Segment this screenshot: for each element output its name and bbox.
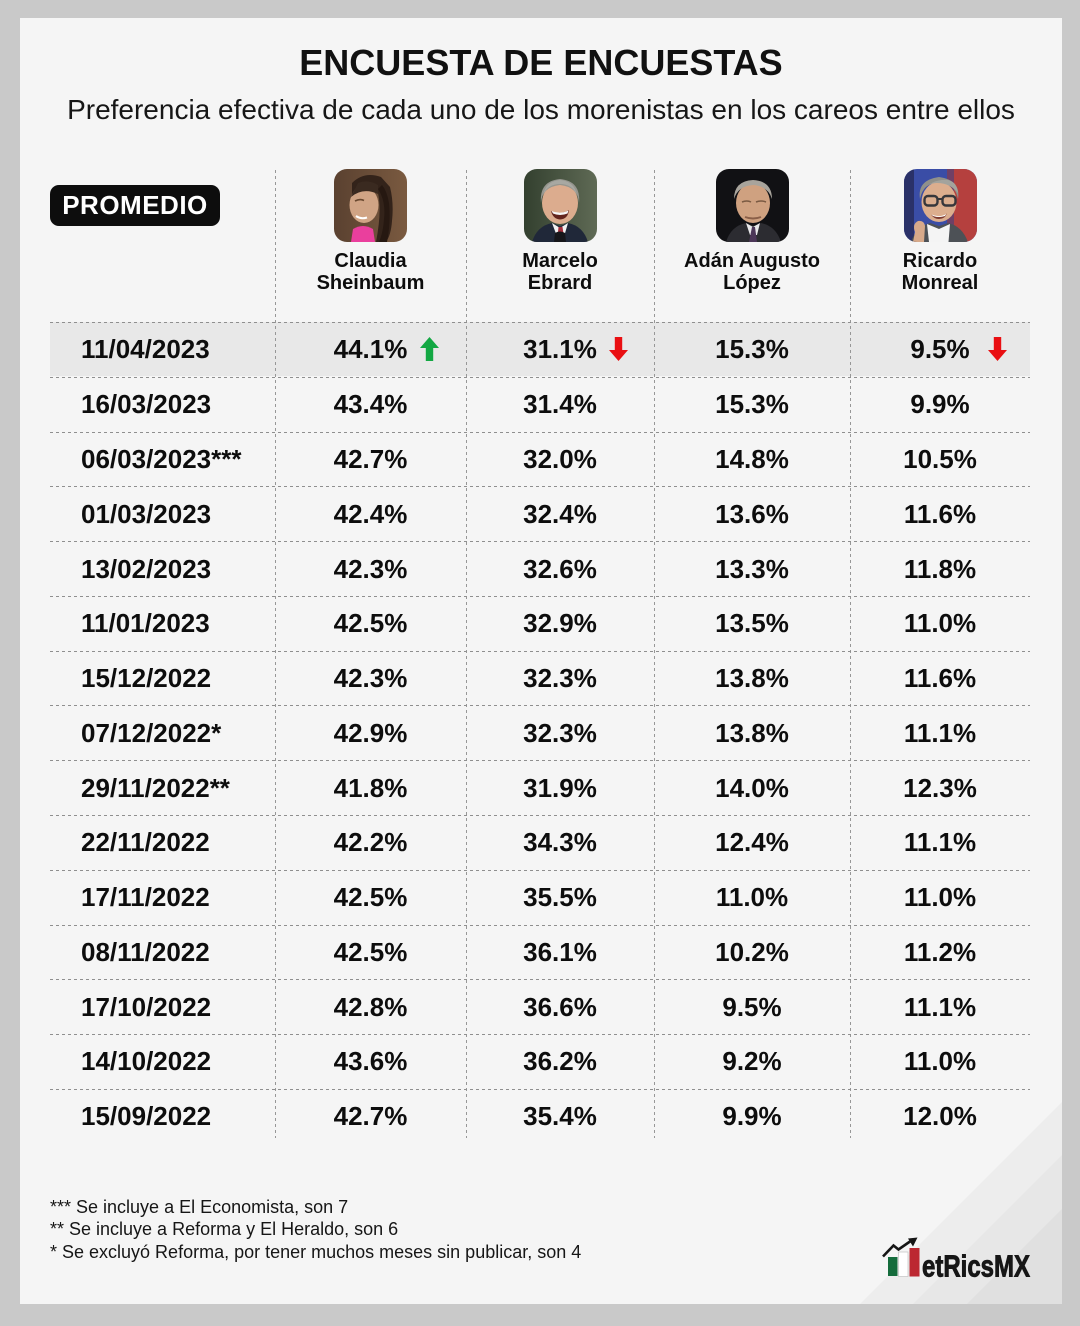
svg-text:etRicsMX: etRicsMX xyxy=(922,1249,1030,1281)
